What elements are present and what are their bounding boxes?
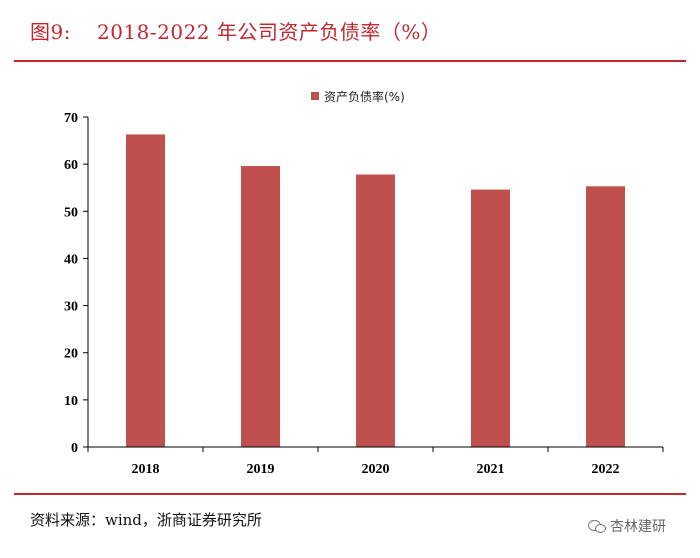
bar-2019	[241, 166, 280, 447]
bar-2021	[471, 189, 510, 447]
x-tick-label-2022: 2022	[592, 462, 620, 477]
y-tick-label-0: 0	[71, 441, 78, 456]
y-tick-label-50: 50	[64, 205, 78, 220]
bar-2022	[586, 186, 625, 448]
bottom-divider	[14, 493, 686, 495]
y-tick-label-70: 70	[64, 111, 78, 126]
watermark: 杏林建研	[588, 516, 666, 536]
wechat-icon	[588, 519, 606, 533]
x-tick-label-2018: 2018	[132, 462, 160, 477]
y-tick-label-60: 60	[64, 158, 78, 173]
figure-number: 图9:	[30, 20, 71, 44]
legend-label: 资产负债率(%)	[324, 89, 405, 104]
bar-2018	[126, 134, 165, 447]
y-tick-label-40: 40	[64, 252, 78, 267]
x-tick-label-2020: 2020	[362, 462, 390, 477]
y-tick-label-20: 20	[64, 347, 78, 362]
bar-2020	[356, 174, 395, 447]
chart-bars	[126, 134, 625, 448]
x-tick-label-2021: 2021	[477, 462, 505, 477]
top-divider	[14, 60, 686, 62]
figure-title: 图9: 2018-2022 年公司资产负债率（%）	[30, 16, 441, 45]
watermark-text: 杏林建研	[610, 519, 666, 535]
source-note: 资料来源：wind，浙商证券研究所	[30, 511, 262, 529]
x-tick-label-2019: 2019	[247, 462, 275, 477]
legend-swatch	[311, 92, 319, 100]
y-axis-ticks: 0 10 20 30 40 50 60 70	[64, 111, 88, 456]
figure-title-text: 2018-2022 年公司资产负债率（%）	[96, 20, 442, 44]
y-tick-label-10: 10	[64, 394, 78, 409]
chart-axes	[87, 117, 663, 448]
chart-legend: 资产负债率(%)	[311, 89, 405, 104]
x-axis-ticks: 2018 2019 2020 2021 2022	[87, 447, 664, 477]
y-tick-label-30: 30	[64, 300, 78, 315]
